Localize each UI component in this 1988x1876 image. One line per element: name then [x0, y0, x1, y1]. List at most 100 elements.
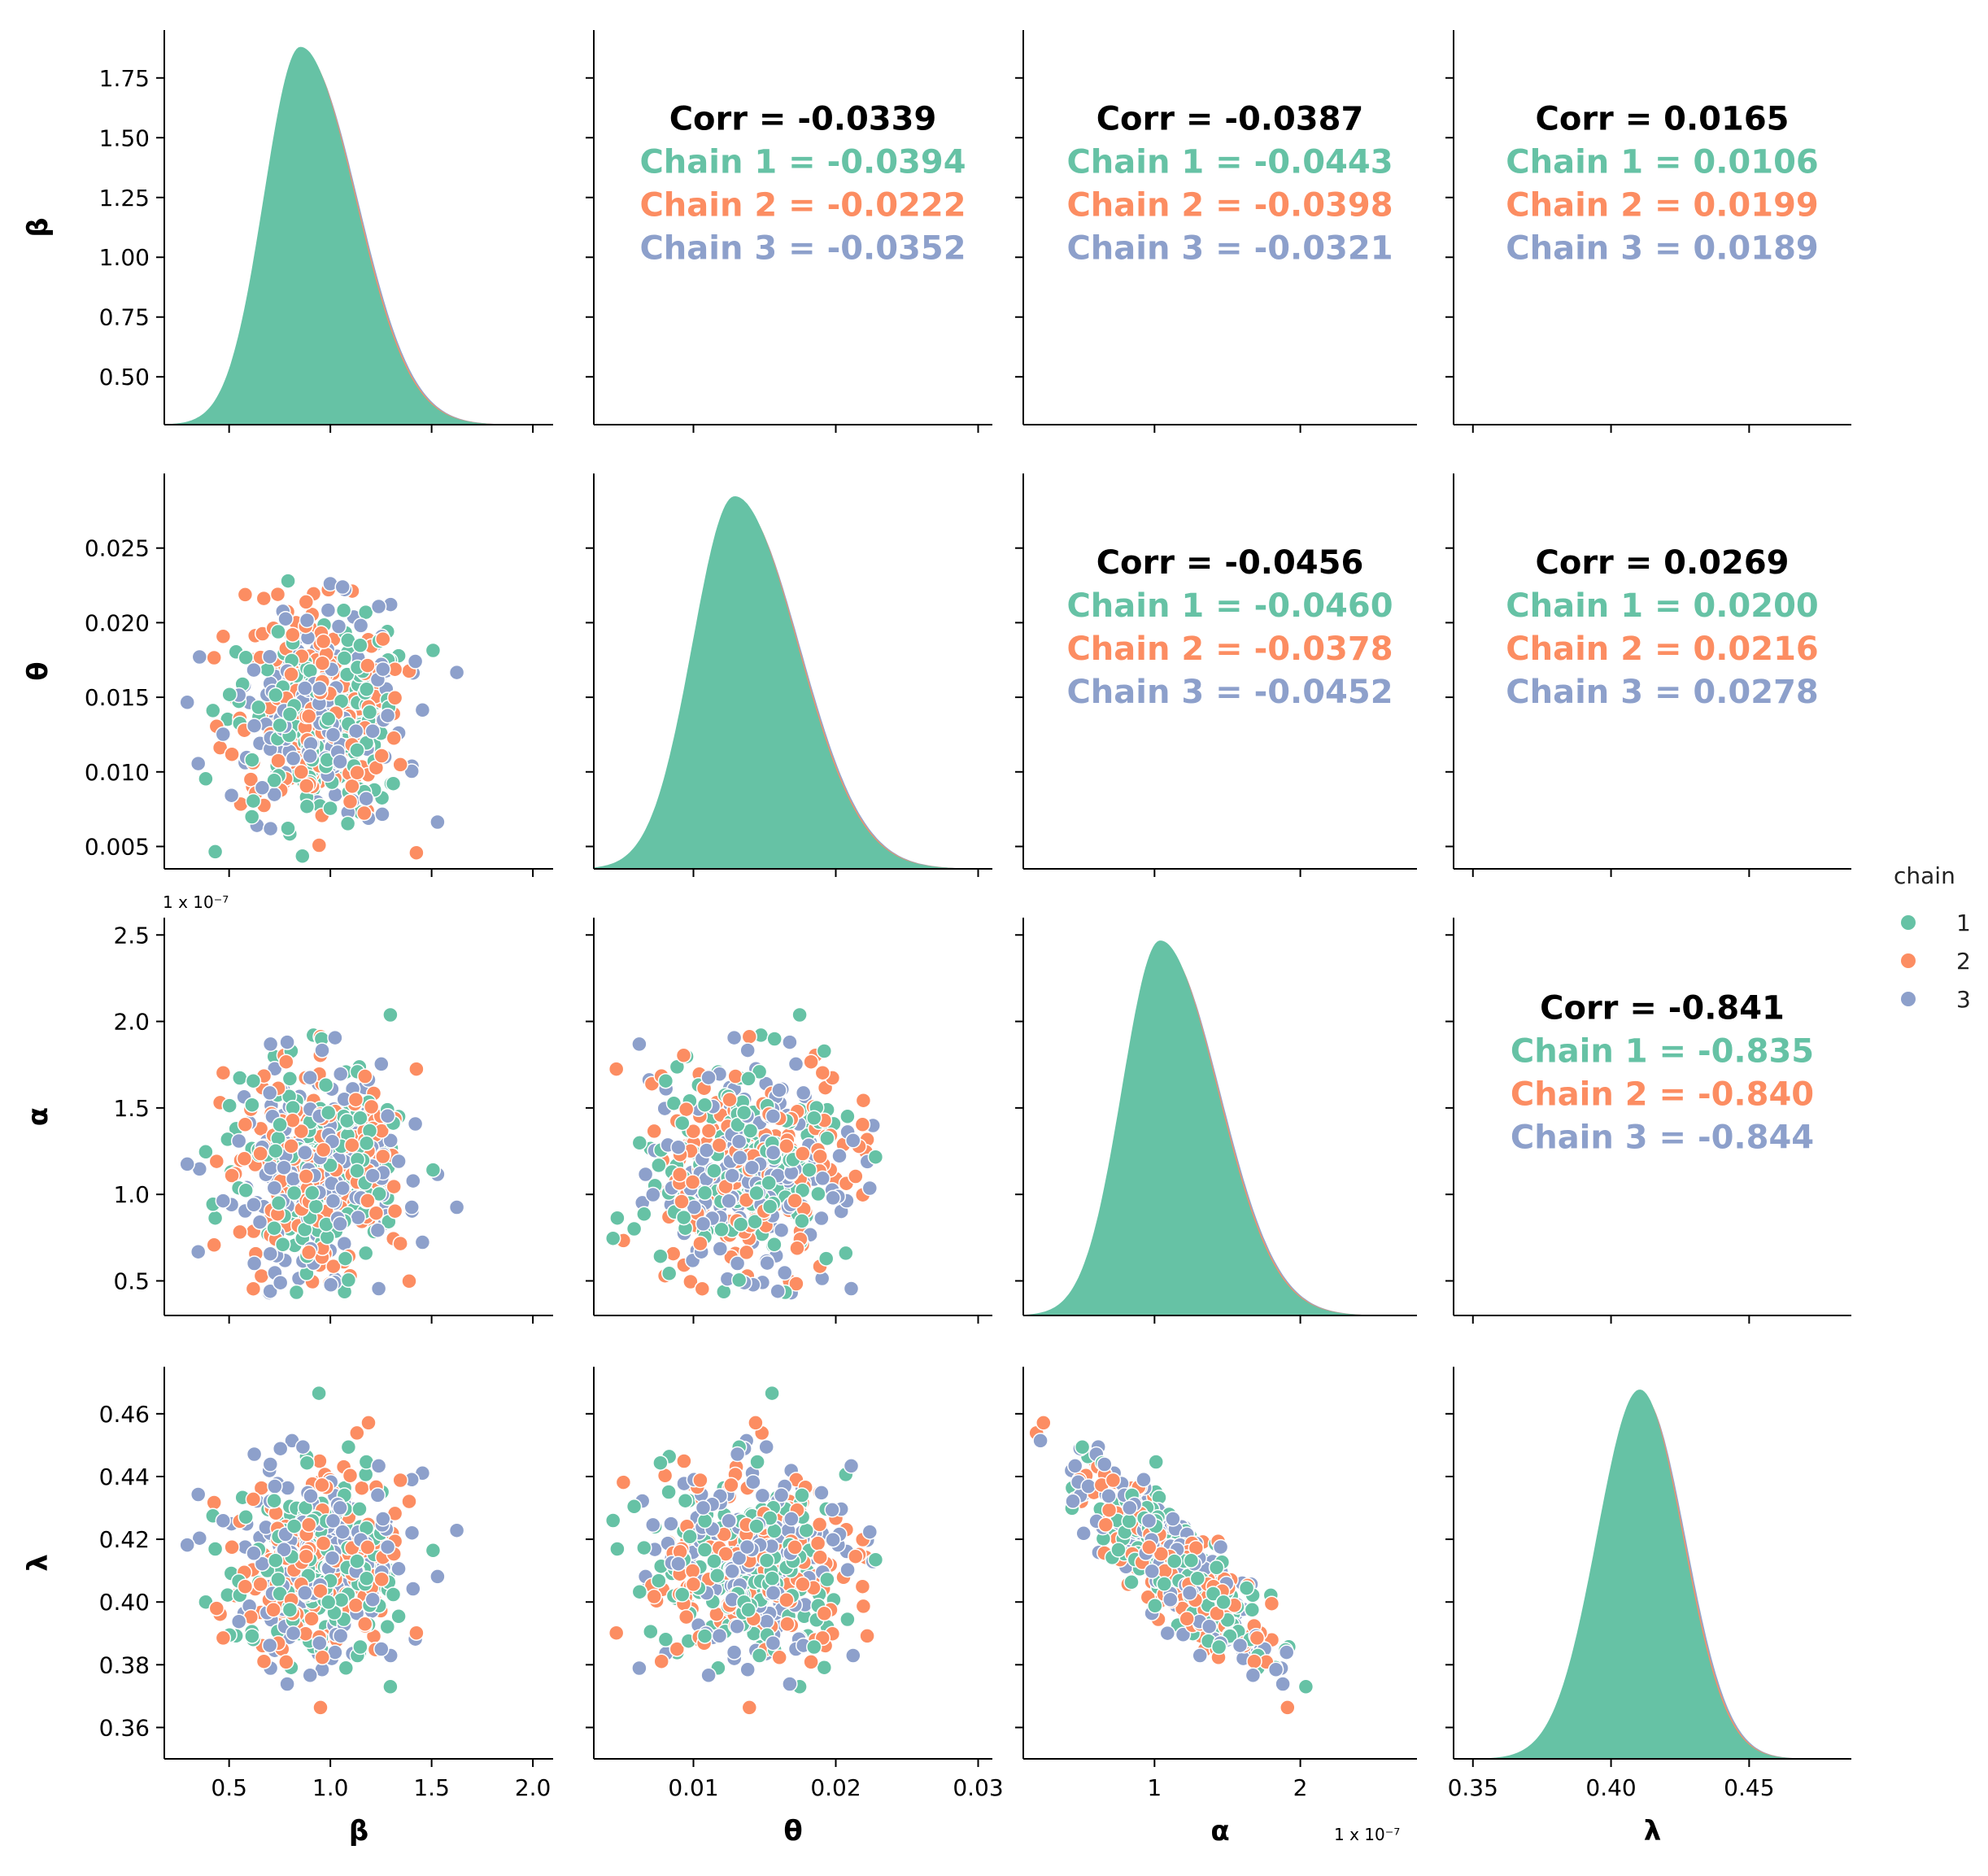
y-tick-label: 2.5 — [113, 922, 150, 949]
point-chain-3 — [330, 618, 347, 635]
point-chain-2 — [373, 748, 390, 764]
point-chain-3 — [724, 1167, 740, 1184]
point-chain-3 — [379, 1108, 396, 1124]
point-chain-1 — [626, 1220, 643, 1237]
point-chain-2 — [269, 586, 286, 603]
point-chain-2 — [215, 628, 232, 645]
y-tick-label: 0.020 — [85, 609, 150, 636]
scatter-r1-c0 — [179, 573, 465, 865]
point-chain-2 — [311, 837, 328, 853]
point-chain-3 — [695, 1215, 712, 1232]
point-chain-3 — [739, 1538, 756, 1555]
point-chain-1 — [349, 742, 365, 758]
point-chain-3 — [285, 1625, 302, 1642]
point-chain-3 — [215, 1193, 232, 1209]
point-chain-2 — [646, 1588, 662, 1605]
legend-label-2: 2 — [1956, 948, 1971, 975]
point-chain-2 — [283, 666, 299, 683]
point-chain-3 — [758, 1613, 775, 1630]
point-chain-1 — [320, 710, 337, 727]
y-tick-label: 1.25 — [99, 185, 150, 212]
x-tick-label: 0.03 — [953, 1774, 1003, 1801]
point-chain-1 — [819, 1571, 835, 1588]
point-chain-1 — [333, 1591, 350, 1608]
point-chain-1 — [735, 1104, 752, 1121]
point-chain-3 — [390, 1153, 407, 1170]
point-chain-3 — [261, 648, 278, 665]
point-chain-1 — [1238, 1580, 1255, 1596]
point-chain-3 — [845, 1647, 861, 1664]
y-tick-label: 2.0 — [113, 1009, 150, 1036]
point-chain-1 — [766, 1031, 783, 1047]
point-chain-2 — [1097, 1516, 1114, 1534]
point-chain-2 — [684, 1174, 701, 1190]
point-chain-2 — [363, 1098, 380, 1115]
point-chain-2 — [741, 1028, 758, 1045]
y-axis-label: β — [22, 217, 54, 237]
point-chain-3 — [190, 755, 207, 772]
point-chain-3 — [262, 1036, 279, 1053]
point-chain-2 — [678, 1608, 695, 1625]
point-chain-3 — [631, 1660, 647, 1677]
point-chain-1 — [1166, 1553, 1183, 1569]
y-tick-label: 0.015 — [85, 684, 150, 711]
point-chain-3 — [1140, 1512, 1157, 1529]
point-chain-1 — [280, 573, 296, 589]
point-chain-1 — [379, 1618, 396, 1635]
point-chain-2 — [360, 1539, 376, 1555]
point-chain-3 — [334, 1524, 351, 1540]
point-chain-3 — [1075, 1525, 1092, 1542]
panel-axes-r1-c3 — [1445, 473, 1851, 877]
point-chain-1 — [806, 1638, 822, 1656]
point-chain-3 — [407, 1115, 424, 1132]
point-chain-2 — [357, 1068, 373, 1084]
point-chain-3 — [769, 1283, 786, 1299]
panel-axes-r3-c0: 0.5 1.0 1.5 2.0 0.36 0.38 0.40 0.42 0.44 0.46 — [99, 1367, 553, 1801]
point-chain-2 — [787, 1539, 803, 1555]
point-chain-2 — [795, 1145, 811, 1162]
point-chain-3 — [448, 1199, 465, 1215]
corr-chain-3: Chain 3 = -0.0352 — [639, 230, 966, 268]
point-chain-1 — [817, 1250, 835, 1267]
point-chain-1 — [819, 1130, 835, 1146]
point-chain-1 — [281, 1602, 299, 1618]
point-chain-3 — [370, 1458, 387, 1474]
point-chain-2 — [325, 1258, 342, 1275]
point-chain-1 — [390, 1608, 407, 1625]
point-chain-2 — [408, 844, 425, 861]
point-chain-3 — [448, 664, 465, 681]
point-chain-3 — [390, 1560, 407, 1577]
point-chain-1 — [1147, 1598, 1163, 1614]
corr-chain-1: Chain 1 = 0.0200 — [1506, 587, 1819, 625]
point-chain-2 — [855, 1598, 872, 1615]
point-chain-2 — [408, 1061, 425, 1077]
point-chain-3 — [190, 1486, 207, 1503]
point-chain-1 — [425, 1542, 442, 1559]
density-chain-1 — [594, 496, 992, 869]
point-chain-1 — [221, 1097, 238, 1114]
point-chain-2 — [215, 1630, 232, 1647]
point-chain-3 — [729, 1446, 746, 1463]
point-chain-1 — [294, 848, 311, 865]
point-chain-2 — [741, 1699, 758, 1716]
point-chain-1 — [696, 1628, 713, 1644]
point-chain-2 — [356, 1616, 373, 1633]
point-chain-2 — [682, 1273, 699, 1290]
panel-axes-r1-c0: 0.005 0.010 0.015 0.020 0.025 — [85, 473, 553, 877]
point-chain-3 — [261, 1084, 278, 1102]
point-chain-3 — [1278, 1644, 1295, 1660]
point-chain-3 — [771, 1082, 787, 1098]
point-chain-1 — [674, 1115, 691, 1132]
corr-chain-3: Chain 3 = -0.0321 — [1066, 230, 1393, 268]
point-chain-3 — [825, 1189, 841, 1206]
point-chain-3 — [254, 779, 271, 796]
scatter-r2-c0 — [179, 1006, 465, 1301]
point-chain-2 — [1263, 1595, 1280, 1612]
point-chain-1 — [352, 637, 368, 654]
point-chain-3 — [765, 1634, 782, 1651]
point-chain-3 — [405, 1581, 421, 1597]
point-chain-2 — [771, 1649, 787, 1666]
point-chain-3 — [739, 1042, 756, 1058]
point-chain-1 — [651, 1573, 667, 1589]
point-chain-3 — [765, 1145, 782, 1161]
